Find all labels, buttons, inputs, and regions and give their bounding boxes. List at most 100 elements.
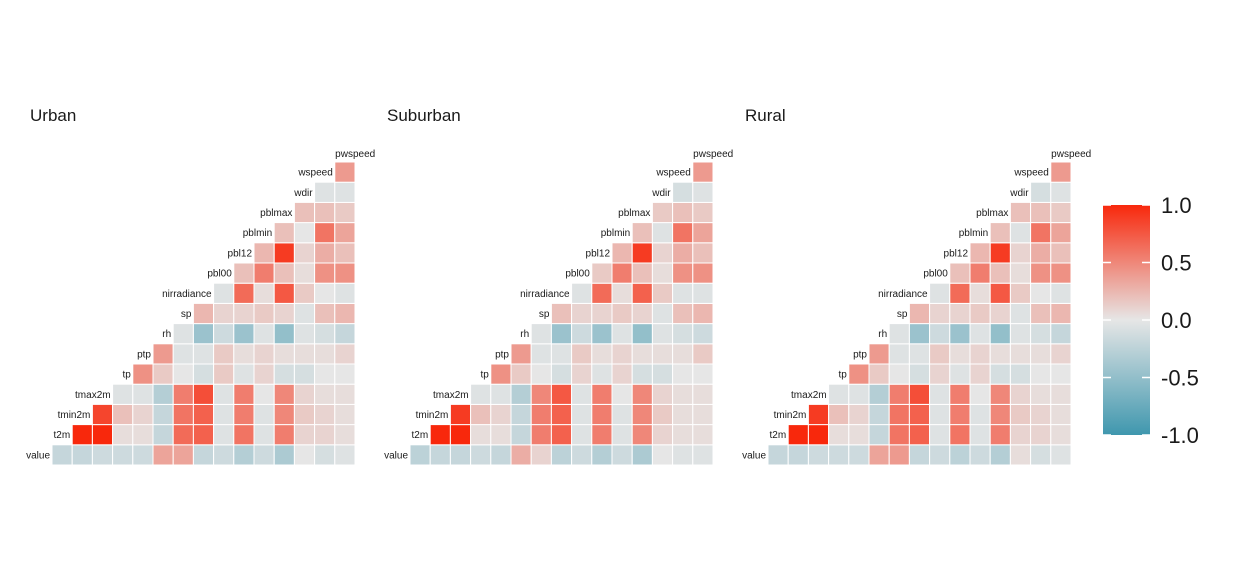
heatmap-cell — [868, 403, 890, 426]
heatmap-cell — [591, 282, 613, 304]
heatmap-cell — [429, 444, 451, 466]
heatmap-cell — [672, 262, 694, 284]
variable-label: wdir — [651, 188, 671, 199]
heatmap-cell — [848, 363, 870, 385]
heatmap-cell — [692, 383, 714, 405]
heatmap-cell — [253, 424, 275, 446]
heatmap-cell — [929, 363, 951, 385]
heatmap-cell — [611, 242, 633, 264]
heatmap-cell — [192, 343, 215, 365]
heatmap-cell — [672, 242, 694, 264]
heatmap-cell — [233, 363, 255, 385]
heatmap-cell — [807, 444, 830, 466]
heatmap-cell — [314, 323, 336, 345]
heatmap-cell — [949, 363, 971, 385]
heatmap-cell — [611, 403, 633, 426]
heatmap-cell — [672, 383, 694, 405]
heatmap-cell — [1009, 424, 1032, 446]
heatmap-cell — [1030, 282, 1052, 304]
heatmap-cell — [767, 444, 789, 466]
heatmap-cell — [112, 424, 134, 446]
heatmap-cell — [1009, 343, 1032, 365]
heatmap-cell — [293, 201, 316, 224]
heatmap-cell — [293, 343, 316, 365]
heatmap-cell — [334, 222, 356, 244]
heatmap-cell — [314, 181, 336, 203]
heatmap-cell — [490, 424, 512, 446]
heatmap-cell — [969, 383, 991, 405]
heatmap-cell — [611, 282, 633, 304]
variable-label: t2m — [770, 430, 787, 441]
panel-title: Rural — [745, 106, 786, 125]
heatmap-cell — [989, 242, 1011, 264]
heatmap-cell — [949, 444, 971, 466]
heatmap-cell — [1030, 403, 1052, 426]
heatmap-cell — [530, 383, 552, 405]
heatmap-cell — [172, 403, 194, 426]
heatmap-cell — [1030, 363, 1052, 385]
heatmap-panels: Urbanvaluet2mtmin2mtmax2mtpptprhspnirrad… — [26, 106, 1091, 466]
heatmap-cell — [550, 383, 573, 405]
heatmap-cell — [807, 424, 830, 446]
heatmap-cell — [672, 363, 694, 385]
heatmap-cell — [213, 323, 235, 345]
variable-label: t2m — [412, 430, 429, 441]
heatmap-cell — [969, 444, 991, 466]
heatmap-cell — [651, 383, 674, 405]
heatmap-cell — [51, 444, 73, 466]
heatmap-cell — [969, 363, 991, 385]
heatmap-cell — [848, 403, 870, 426]
heatmap-cell — [510, 383, 532, 405]
variable-label: wdir — [293, 188, 313, 199]
heatmap-cell — [651, 242, 674, 264]
heatmap-cell — [213, 403, 235, 426]
heatmap-cell — [334, 161, 356, 183]
heatmap-cell — [828, 383, 850, 405]
heatmap-cell — [888, 424, 910, 446]
heatmap-cell — [989, 383, 1011, 405]
heatmap-cell — [1050, 201, 1072, 224]
heatmap-cell — [314, 302, 336, 325]
heatmap-cell — [71, 444, 93, 466]
heatmap-cell — [888, 383, 910, 405]
heatmap-cell — [989, 323, 1011, 345]
heatmap-cell — [908, 302, 931, 325]
heatmap-cell — [969, 343, 991, 365]
heatmap-cell — [334, 323, 356, 345]
heatmap-cell — [631, 363, 653, 385]
heatmap-cell — [172, 343, 194, 365]
heatmap-cell — [273, 242, 295, 264]
variable-label: tmin2m — [416, 410, 449, 421]
heatmap-cell — [314, 424, 336, 446]
variable-label: pwspeed — [693, 149, 733, 160]
heatmap-cell — [314, 282, 336, 304]
heatmap-cell — [1050, 222, 1072, 244]
variable-label: wdir — [1009, 188, 1029, 199]
heatmap-cell — [213, 444, 235, 466]
heatmap-cell — [692, 242, 714, 264]
heatmap-cell — [868, 383, 890, 405]
heatmap-cell — [213, 302, 235, 325]
heatmap-cell — [293, 242, 316, 264]
variable-label: value — [384, 450, 408, 461]
heatmap-cell — [672, 424, 694, 446]
heatmap-cell — [611, 383, 633, 405]
legend-tick-label: -1.0 — [1161, 423, 1199, 448]
variable-label: ptp — [137, 349, 151, 360]
heatmap-cell — [631, 222, 653, 244]
heatmap-cell — [1030, 242, 1052, 264]
heatmap-cell — [233, 444, 255, 466]
heatmap-cell — [233, 343, 255, 365]
heatmap-cell — [571, 282, 593, 304]
heatmap-cell — [213, 363, 235, 385]
heatmap-cell — [293, 282, 316, 304]
heatmap-cell — [112, 383, 134, 405]
heatmap-cell — [1009, 383, 1032, 405]
heatmap-cell — [949, 282, 971, 304]
variable-label: pblmin — [243, 228, 272, 239]
heatmap-cell — [213, 282, 235, 304]
variable-label: pblmin — [601, 228, 630, 239]
legend-tick-label: 0.5 — [1161, 251, 1192, 276]
heatmap-cell — [1050, 181, 1072, 203]
heatmap-cell — [132, 363, 154, 385]
